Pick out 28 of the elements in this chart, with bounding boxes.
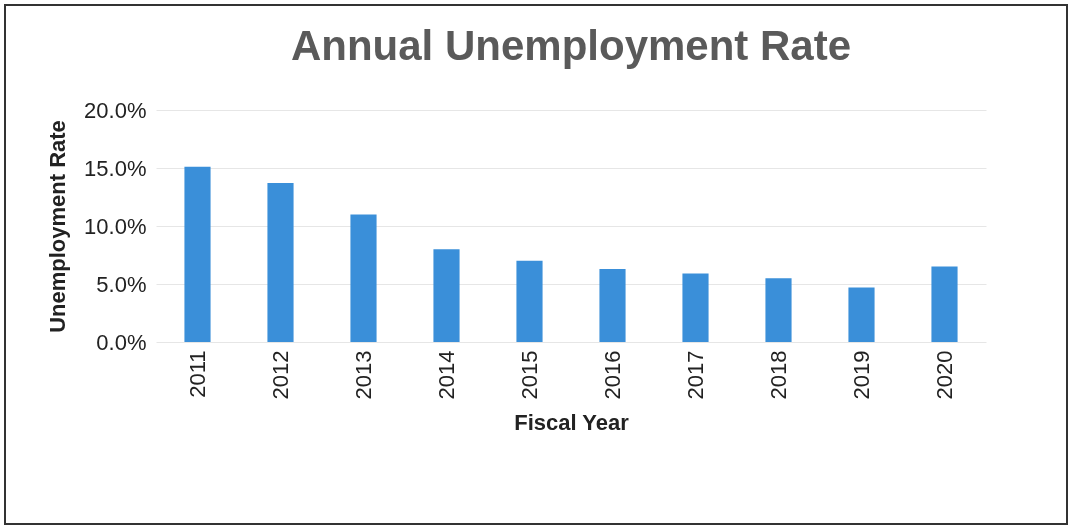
bar (682, 273, 709, 342)
bar (599, 268, 626, 342)
x-tick-label: 2017 (682, 350, 708, 400)
bar (433, 249, 460, 342)
bar (267, 183, 294, 342)
y-tick-label: 5.0% (96, 271, 147, 297)
chart-title: Annual Unemployment Rate (290, 22, 852, 69)
y-tick-label: 10.0% (84, 213, 147, 239)
x-tick-label: 2011 (184, 350, 210, 398)
x-tick-label: 2019 (848, 350, 874, 400)
x-tick-label: 2018 (765, 350, 791, 400)
x-axis-title: Fiscal Year (514, 410, 630, 436)
bar (516, 260, 543, 342)
bar (184, 166, 211, 342)
x-tick-label: 2015 (516, 350, 542, 400)
bar (350, 214, 377, 342)
x-tick-label: 2012 (267, 350, 293, 400)
y-tick-label: 15.0% (84, 155, 147, 181)
y-tick-label: 20.0% (84, 97, 147, 123)
x-tick-label: 2013 (350, 350, 376, 400)
y-tick-label: 0.0% (96, 329, 147, 355)
x-tick-label: 2016 (599, 350, 625, 400)
bar (931, 266, 958, 342)
y-axis-title: Unemployment Rate (45, 120, 71, 333)
x-tick-label: 2014 (433, 350, 459, 400)
x-tick-label: 2020 (931, 350, 957, 400)
bar (848, 287, 875, 342)
bar (765, 278, 792, 342)
